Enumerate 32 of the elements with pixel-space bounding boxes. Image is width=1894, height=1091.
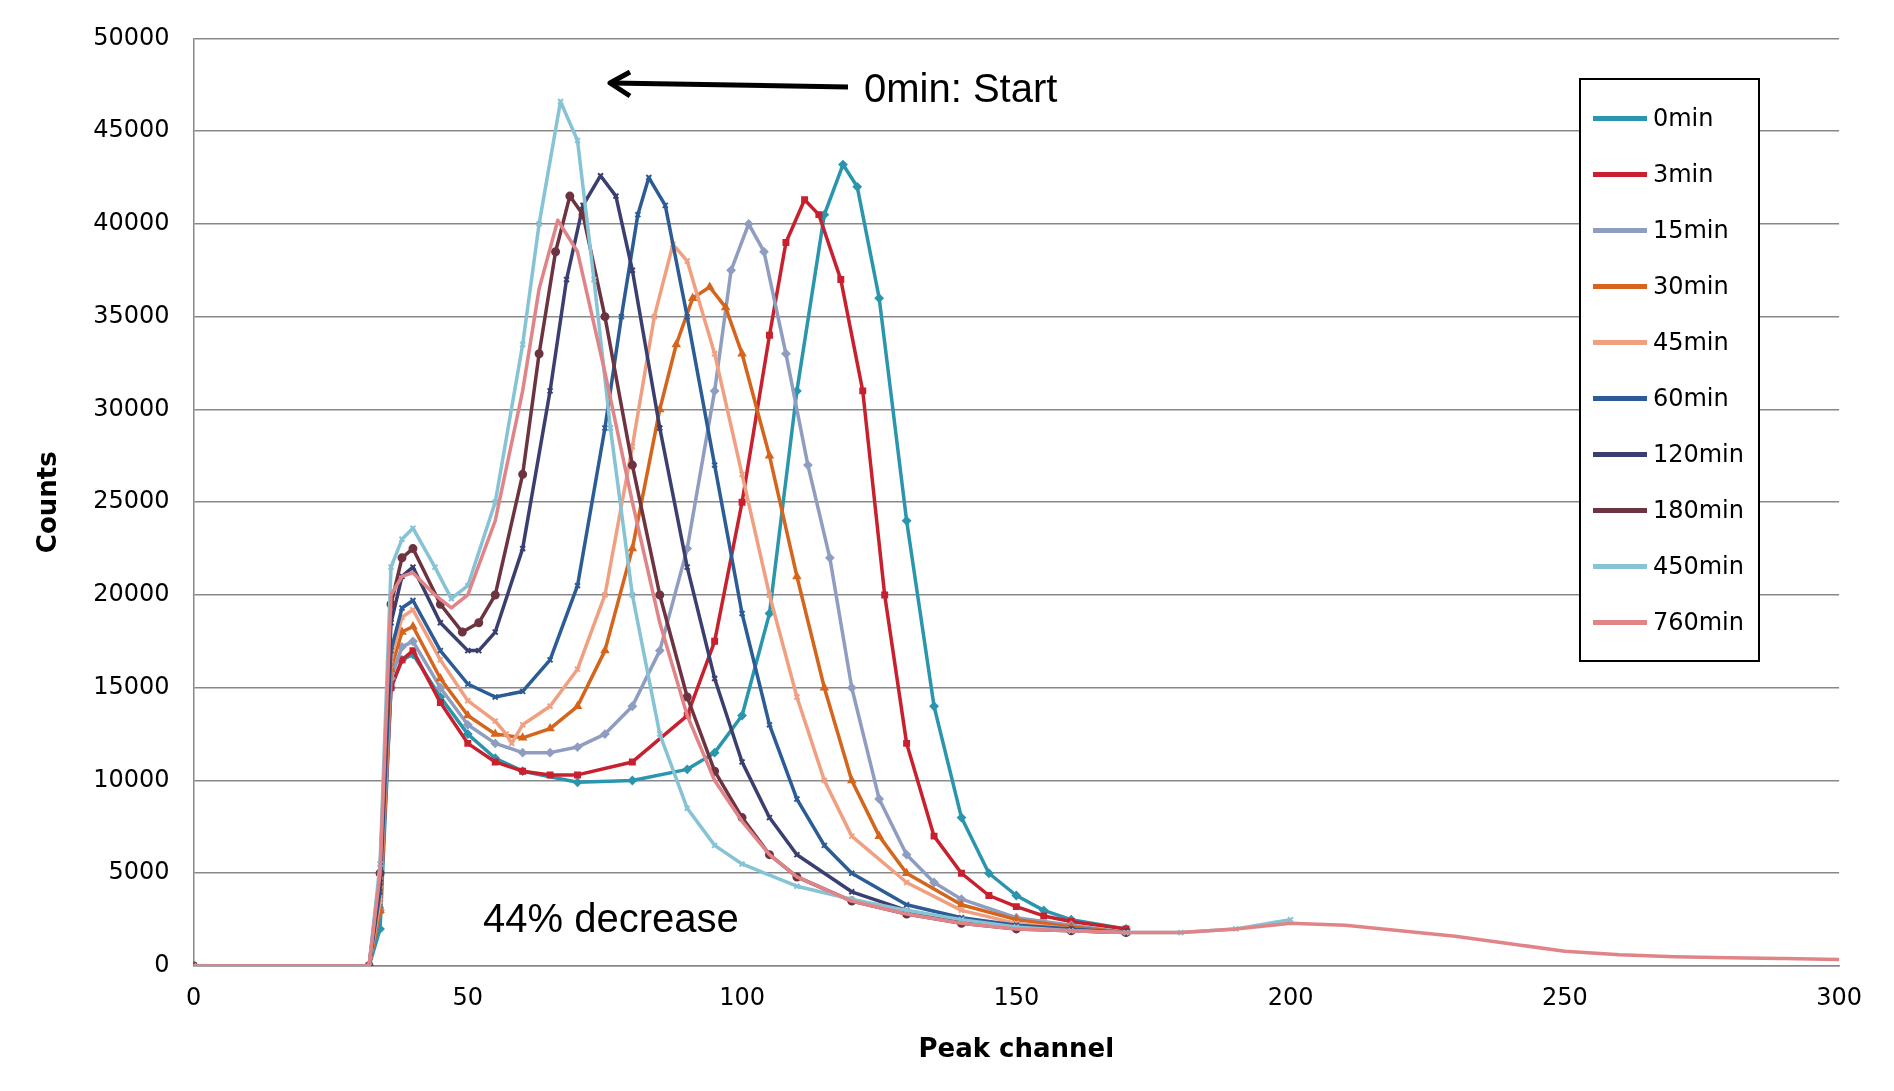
x-axis-title: Peak channel [918,1033,1115,1064]
y-tick-label: 45000 [93,115,170,144]
legend-label: 45min [1652,328,1729,356]
legend-label: 760min [1652,608,1744,636]
y-tick-label: 25000 [93,486,170,515]
legend-label: 180min [1652,496,1744,524]
x-tick-label: 300 [1816,982,1862,1011]
x-tick-label: 50 [452,982,484,1011]
x-tick-label: 0 [185,982,202,1011]
y-tick-label: 15000 [93,671,170,700]
y-tick-label: 0 [154,950,170,979]
x-tick-label: 100 [719,982,765,1011]
y-tick-label: 20000 [93,579,170,608]
annotation: 44% decrease [483,896,739,941]
legend-label: 3min [1652,160,1714,188]
legend-label: 450min [1652,552,1744,580]
y-tick-label: 5000 [108,857,170,886]
y-axis-title: Counts [32,451,63,554]
legend-label: 60min [1652,384,1729,412]
x-tick-label: 250 [1541,982,1588,1011]
annotation: 0min: Start [864,66,1058,111]
y-tick-label: 50000 [93,22,170,51]
y-tick-label: 35000 [93,300,170,329]
legend-label: 0min [1652,104,1714,132]
legend-label: 120min [1652,440,1744,468]
legend-label: 15min [1652,216,1729,244]
y-tick-label: 30000 [93,393,170,422]
legend-label: 30min [1652,272,1729,300]
y-tick-label: 40000 [93,208,170,237]
y-tick-label: 10000 [93,764,170,793]
x-tick-label: 200 [1267,982,1314,1011]
x-tick-label: 150 [993,982,1040,1011]
